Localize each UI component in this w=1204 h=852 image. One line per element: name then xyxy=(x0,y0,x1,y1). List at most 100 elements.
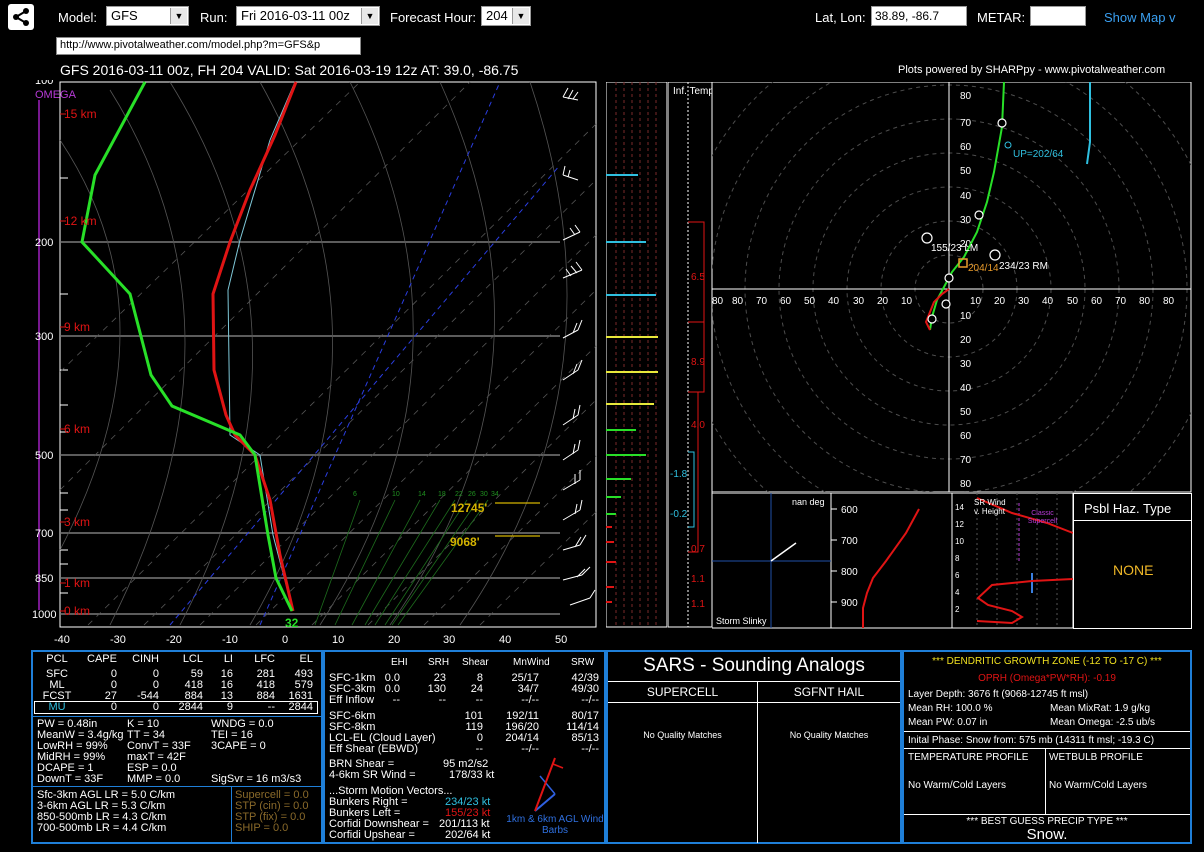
kinematics-header: SRH xyxy=(428,657,450,668)
left-mover-label: 155/23 LM xyxy=(931,243,978,254)
kinematics-panel: EHI SRH Shear MnWind SRW SFC-1km 0.0 23 8 25… xyxy=(323,650,606,844)
url-field[interactable]: http://www.pivotalweather.com/model.php?… xyxy=(56,37,361,55)
kinematics-cell: 114/14 xyxy=(566,721,599,733)
kinematics-cell: 8 xyxy=(476,672,483,684)
hodograph-trace-low xyxy=(924,288,950,331)
sr-wind-title: SR Wind v. Height xyxy=(974,498,1006,516)
kinematics-cell: 101 xyxy=(464,710,483,722)
height-label: 6 km xyxy=(64,422,90,436)
ring-label: 40 xyxy=(960,383,972,394)
inferred-temp-value: 6.5 xyxy=(691,272,705,283)
sr-tick: 12 xyxy=(955,520,964,529)
temp-axis-label: -40 xyxy=(54,634,70,646)
index-block: PW = 0.48in K = 10 WNDG = 0.0 MeanW = 3.4g… xyxy=(37,719,301,785)
forecast-hour-value: 204 xyxy=(486,8,508,23)
forecast-hour-select[interactable]: 204 ▼ xyxy=(481,6,531,26)
mixing-ratio-label: 14 xyxy=(418,491,426,498)
upshear-marker xyxy=(1004,141,1012,149)
ring-label: 80 xyxy=(712,296,724,307)
index-value: PW = 0.48in xyxy=(37,718,98,730)
kinematics-header: SRW xyxy=(571,657,595,668)
composite-block: Supercell = 0.0 STP (cin) = 0.0 STP (fix… xyxy=(235,790,309,834)
kinematics-cell: 130 xyxy=(427,683,446,695)
latlon-input[interactable]: 38.89, -86.7 xyxy=(871,6,967,26)
right-mover-marker xyxy=(989,249,1001,261)
index-value: MMP = 0.0 xyxy=(127,773,181,785)
ring-label: 20 xyxy=(960,335,972,346)
parcel-cell: -- xyxy=(267,701,275,713)
composite-index: STP (cin) = 0.0 xyxy=(235,800,309,812)
chevron-down-icon: ▼ xyxy=(170,8,187,24)
hodograph-trace-mid xyxy=(929,82,1005,331)
parcel-header: LI xyxy=(223,653,233,665)
wetbulb-profile-message: No Warm/Cold Layers xyxy=(1049,780,1147,791)
pressure-label: 500 xyxy=(35,450,53,462)
parcel-cell: 0 xyxy=(110,679,117,691)
index-row: MidRH = 99% maxT = 42F xyxy=(37,752,301,763)
chevron-down-icon: ▼ xyxy=(361,8,378,24)
ring-label: 80 xyxy=(960,91,972,102)
pressure-lines xyxy=(60,241,560,615)
dgz-mean-pw: Mean PW: 0.07 in xyxy=(908,717,988,728)
storm-slinky: nan deg Storm Slinky xyxy=(712,493,832,629)
parcel-cell: 0 xyxy=(152,668,159,680)
kinematics-cell: 85/13 xyxy=(571,732,599,744)
index-row: LowRH = 99% ConvT = 33F 3CAPE = 0 xyxy=(37,741,301,752)
parcel-cell: 16 xyxy=(220,668,233,680)
brn-value: 95 m2/s2 xyxy=(443,758,489,770)
kinematics-cell: 192/11 xyxy=(506,710,539,722)
index-value: TEI = 16 xyxy=(211,729,253,741)
index-value: 3CAPE = 0 xyxy=(211,740,266,752)
temp-axis-label: 0 xyxy=(282,634,288,646)
index-value: K = 10 xyxy=(127,718,160,730)
parcel-cell: 884 xyxy=(256,690,275,702)
agl-wind-barbs-label: 1km & 6km AGL Wind Barbs xyxy=(506,814,604,836)
ring-label: 80 xyxy=(1139,296,1151,307)
sars-supercell-header: SUPERCELL xyxy=(646,685,719,699)
dgz-top-label: 12745' xyxy=(451,501,487,515)
chevron-down-icon: ▼ xyxy=(512,8,529,24)
parcel-cell: 579 xyxy=(294,679,313,691)
index-value: SigSvr = 16 m3/s3 xyxy=(211,773,302,785)
model-select[interactable]: GFS ▼ xyxy=(106,6,189,26)
corfidi-up-value: 202/64 kt xyxy=(445,829,491,841)
ring-label: 50 xyxy=(960,166,972,177)
theta-tick: 900 xyxy=(841,598,858,609)
share-button[interactable] xyxy=(8,4,34,30)
show-map-link[interactable]: Show Map v xyxy=(1104,10,1176,25)
mixing-ratio-label: 22 xyxy=(455,491,463,498)
temp-axis-label: 20 xyxy=(388,634,400,646)
pressure-label: 850 xyxy=(35,573,53,585)
sars-hail-message: No Quality Matches xyxy=(789,730,869,740)
hodograph-markers xyxy=(927,118,1007,324)
parcel-row-selected: MU 0 0 2844 9 -- 2844 xyxy=(34,701,318,714)
parcel-cell: 0 xyxy=(152,679,159,691)
mixing-ratio-label: 30 xyxy=(480,491,488,498)
temp-axis-label: 30 xyxy=(443,634,455,646)
chevron-down-icon: v xyxy=(1169,10,1176,25)
temp-axis-label: -20 xyxy=(166,634,182,646)
wind-speed-strip xyxy=(606,82,668,628)
show-map-label: Show Map xyxy=(1104,10,1166,25)
mean-wind-marker xyxy=(958,258,968,268)
parcel-header-row: PCL CAPE CINH LCL LI LFC EL xyxy=(35,654,317,665)
parcel-cell: 1631 xyxy=(288,690,313,702)
pressure-label: 1000 xyxy=(32,609,56,621)
ring-label: 70 xyxy=(1115,296,1127,307)
corfidi-up-label: Corfidi Upshear = xyxy=(329,829,415,841)
parcel-cell: FCST xyxy=(42,690,72,702)
parcel-row: SFC 0 0 59 16 281 493 xyxy=(35,669,317,680)
sr-tick: 8 xyxy=(955,554,960,563)
inferred-temp-value: 1.1 xyxy=(691,574,705,585)
corfidi-down-value: 201/113 kt xyxy=(439,818,490,830)
kinematics-cell: -- xyxy=(475,743,483,755)
wind-barbs xyxy=(562,87,596,606)
parcel-header: CINH xyxy=(132,653,159,665)
ring-label: 80 xyxy=(1163,296,1175,307)
parcel-row: FCST 27 -544 884 13 884 1631 xyxy=(35,691,317,702)
precip-type-value: Snow. xyxy=(1026,826,1068,843)
run-select[interactable]: Fri 2016-03-11 00z ▼ xyxy=(236,6,380,26)
metar-input[interactable] xyxy=(1030,6,1086,26)
sounding-title: GFS 2016-03-11 00z, FH 204 VALID: Sat 20… xyxy=(60,62,519,78)
kinematics-cell: 42/39 xyxy=(571,672,599,684)
